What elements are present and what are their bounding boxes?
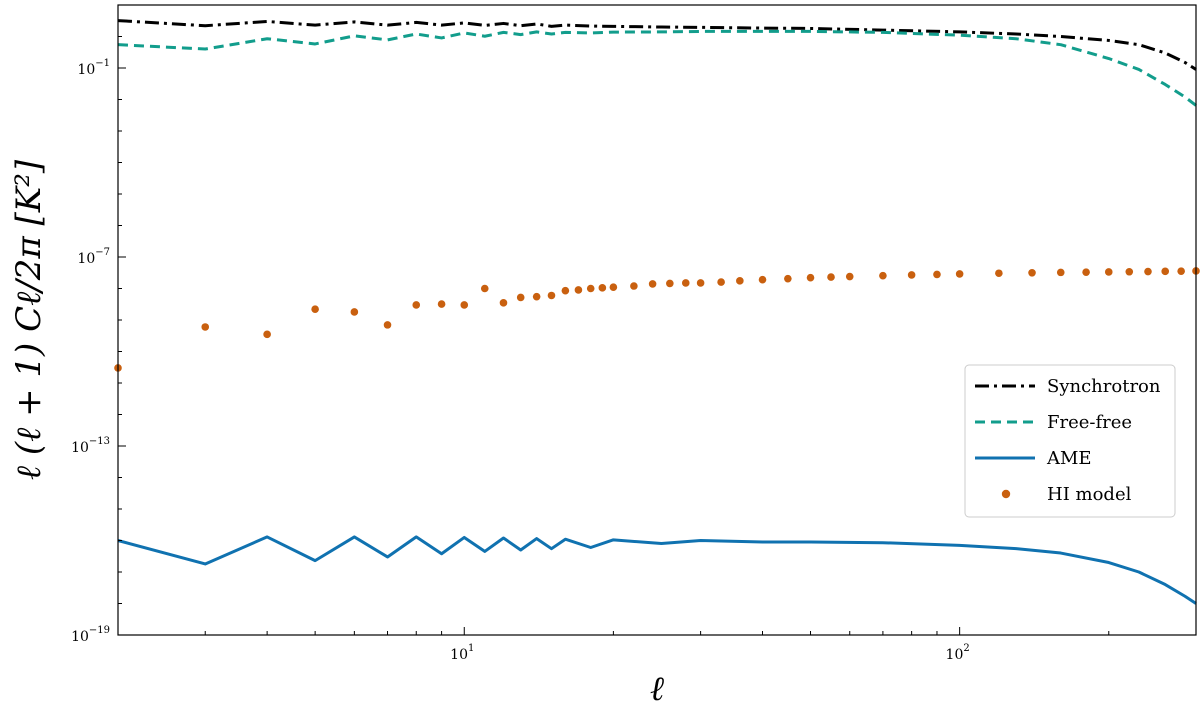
y-tick-label-3: 10−19 <box>71 625 110 645</box>
point-hi-model-35 <box>995 269 1003 278</box>
point-hi-model-13 <box>547 291 556 300</box>
series-line-synchrotron <box>117 19 1197 71</box>
point-hi-model-2 <box>263 330 271 339</box>
point-hi-model-36 <box>1028 269 1036 277</box>
y-tick-label-0: 10−1 <box>77 58 110 78</box>
point-hi-model-25 <box>736 277 744 285</box>
point-hi-model-14 <box>561 286 570 295</box>
legend-entry-free-free: Free-free <box>975 412 1132 433</box>
point-hi-model-12 <box>532 292 541 301</box>
legend-label-ame: AME <box>1046 448 1092 469</box>
point-hi-model-16 <box>586 284 595 293</box>
point-hi-model-8 <box>460 301 469 309</box>
point-hi-model-42 <box>1161 267 1170 276</box>
point-hi-model-3 <box>311 305 319 314</box>
x-tick-label-0: 101 <box>450 643 474 663</box>
point-hi-model-41 <box>1144 267 1152 276</box>
point-hi-model-30 <box>845 272 854 281</box>
point-hi-model-21 <box>666 279 674 288</box>
legend-label-hi-model: HI model <box>1047 484 1132 505</box>
point-hi-model-20 <box>648 280 657 288</box>
point-hi-model-15 <box>574 286 583 294</box>
legend-entry-ame: AME <box>975 448 1092 469</box>
x-axis-label: ℓ <box>650 669 664 709</box>
point-hi-model-10 <box>499 299 508 307</box>
series-line-free-free <box>117 29 1197 107</box>
point-hi-model-4 <box>350 308 359 316</box>
point-hi-model-32 <box>907 271 916 279</box>
point-hi-model-37 <box>1056 268 1065 277</box>
legend-label-synchrotron: Synchrotron <box>1047 376 1161 397</box>
ticks-layer: 101 102 10−1 10−7 10−13 10−19 <box>71 4 1197 663</box>
point-hi-model-23 <box>696 279 705 287</box>
legend-swatch-hi-model <box>1001 489 1011 499</box>
legend-entry-synchrotron: Synchrotron <box>975 376 1161 397</box>
series-layer <box>114 19 1200 605</box>
point-hi-model-6 <box>412 301 421 309</box>
point-hi-model-18 <box>609 283 618 292</box>
point-hi-model-19 <box>630 282 638 290</box>
plot-frame <box>117 4 1197 636</box>
legend-entry-hi-model: HI model <box>1001 484 1132 505</box>
point-hi-model-1 <box>201 323 210 331</box>
legend-label-free-free: Free-free <box>1047 412 1132 433</box>
series-line-ame <box>117 535 1197 605</box>
y-axis-label: ℓ (ℓ + 1) Cℓ/2π [K²] <box>9 159 49 480</box>
point-hi-model-27 <box>784 274 792 283</box>
point-hi-model-5 <box>383 321 392 329</box>
legend: Synchrotron Free-free AME HI model <box>964 364 1176 518</box>
x-tick-label-1: 102 <box>946 643 970 663</box>
point-hi-model-38 <box>1082 268 1090 276</box>
point-hi-model-24 <box>717 278 725 286</box>
point-hi-model-34 <box>955 270 964 278</box>
point-hi-model-29 <box>827 273 835 281</box>
point-hi-model-43 <box>1177 267 1185 275</box>
y-tick-label-1: 10−7 <box>77 247 110 267</box>
point-hi-model-33 <box>933 270 941 279</box>
point-hi-model-17 <box>598 284 607 292</box>
point-hi-model-9 <box>480 284 489 293</box>
point-hi-model-31 <box>879 271 887 280</box>
series-hi-model <box>114 267 1200 372</box>
point-hi-model-28 <box>806 273 815 282</box>
point-hi-model-26 <box>758 275 767 284</box>
point-hi-model-7 <box>437 300 446 308</box>
y-tick-label-2: 10−13 <box>71 436 110 456</box>
point-hi-model-22 <box>681 279 690 287</box>
legend-box <box>964 364 1176 518</box>
point-hi-model-40 <box>1125 267 1134 276</box>
point-hi-model-11 <box>516 293 525 302</box>
point-hi-model-39 <box>1104 268 1113 276</box>
